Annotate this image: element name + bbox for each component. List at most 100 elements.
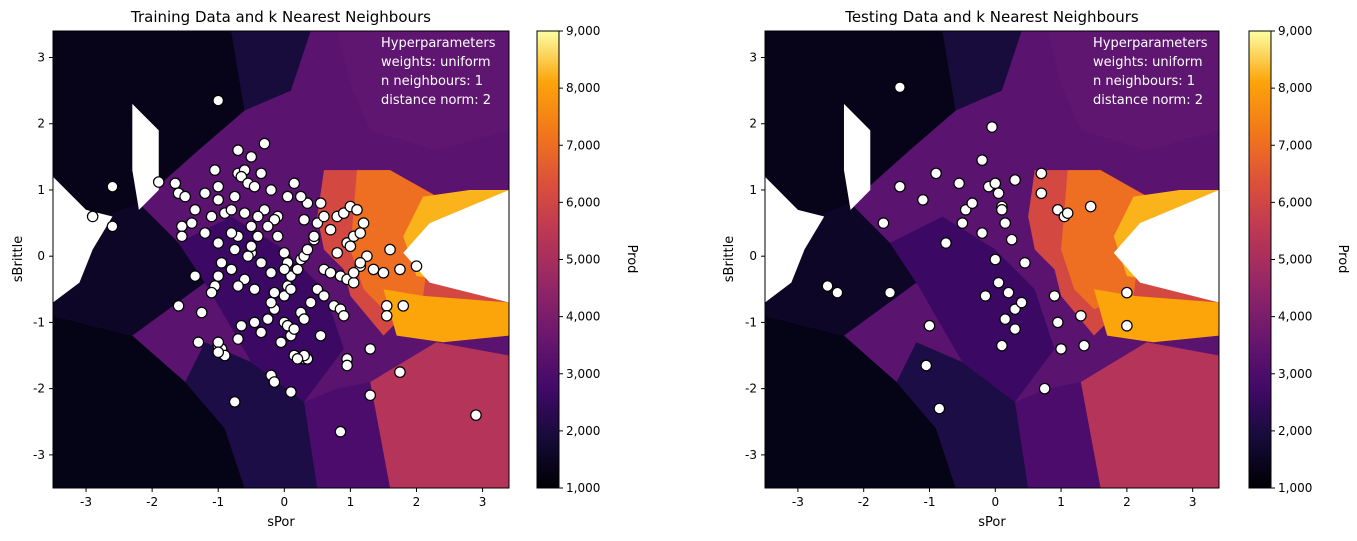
testing-data-point bbox=[1015, 296, 1028, 309]
testing-ytick-label: 0 bbox=[749, 249, 757, 263]
testing-data-point bbox=[986, 121, 998, 133]
training-data-point bbox=[291, 353, 304, 365]
testing-data-point bbox=[877, 217, 890, 229]
training-data-point bbox=[278, 247, 291, 259]
training-data-point bbox=[255, 257, 267, 269]
training-xtick-label: -2 bbox=[146, 495, 158, 509]
training-data-point bbox=[397, 300, 410, 312]
training-data-point bbox=[288, 177, 301, 190]
training-data-point bbox=[152, 176, 165, 188]
training-data-point bbox=[331, 247, 343, 259]
testing-data-point bbox=[976, 154, 988, 166]
training-ticks: -3 -2 -1 0 1 2 3 -3 -2 -1 0 1 2 3 bbox=[33, 50, 486, 509]
training-data-point bbox=[314, 197, 327, 210]
testing-data-point bbox=[894, 81, 906, 94]
testing-data-point bbox=[1035, 167, 1048, 180]
testing-data-point bbox=[821, 280, 834, 292]
testing-data-point bbox=[1121, 286, 1133, 299]
hyper-neighbours: n neighbours: 1 bbox=[1093, 74, 1195, 89]
training-data-point bbox=[324, 266, 337, 279]
testing-data-point bbox=[1061, 207, 1074, 219]
training-points bbox=[86, 94, 482, 438]
testing-xtick-label: 1 bbox=[1057, 495, 1065, 509]
training-colorbar-tick-label: 3,000 bbox=[566, 367, 600, 381]
training-colorbar-tick-label: 5,000 bbox=[566, 253, 600, 267]
training-data-point bbox=[189, 204, 201, 216]
training-data-point bbox=[238, 207, 251, 219]
training-data-point bbox=[275, 336, 287, 349]
hyper-weights: weights: uniform bbox=[1093, 55, 1203, 70]
testing-data-point bbox=[940, 237, 952, 249]
training-data-point bbox=[357, 217, 370, 229]
training-data-point bbox=[255, 167, 267, 180]
testing-ytick-label: -1 bbox=[745, 315, 757, 329]
training-data-point bbox=[394, 263, 406, 276]
testing-data-point bbox=[917, 194, 929, 206]
training-data-point bbox=[212, 94, 225, 107]
hyper-header: Hyperparameters bbox=[381, 36, 496, 51]
testing-data-point bbox=[831, 286, 844, 299]
training-ytick-label: -2 bbox=[33, 382, 45, 396]
training-data-point bbox=[106, 220, 119, 233]
testing-colorbar-tick-label: 7,000 bbox=[1278, 138, 1312, 152]
testing-ytick-label: -2 bbox=[745, 382, 757, 396]
training-data-point bbox=[298, 313, 310, 325]
training-data-point bbox=[308, 230, 320, 243]
training-data-point bbox=[470, 409, 482, 421]
training-data-point bbox=[347, 276, 360, 289]
testing-colorbar-tick-label: 8,000 bbox=[1278, 81, 1312, 95]
testing-data-point bbox=[976, 227, 988, 239]
training-data-point bbox=[351, 204, 363, 216]
testing-data-point bbox=[996, 339, 1008, 352]
testing-hyperparameters: Hyperparameters weights: uniform n neigh… bbox=[1093, 36, 1208, 108]
training-data-point bbox=[86, 210, 99, 223]
training-data-point bbox=[232, 280, 244, 292]
training-data-point bbox=[199, 187, 211, 200]
training-data-point bbox=[245, 240, 258, 253]
training-data-point bbox=[347, 266, 360, 279]
training-data-point bbox=[228, 190, 241, 203]
training-data-point bbox=[261, 313, 274, 325]
testing-xtick-label: -1 bbox=[924, 495, 936, 509]
training-data-point bbox=[341, 359, 353, 372]
testing-colorbar-label: Prod bbox=[1335, 245, 1350, 274]
training-data-point bbox=[278, 263, 291, 276]
testing-xtick-label: -2 bbox=[858, 495, 870, 509]
hyper-header: Hyperparameters bbox=[1093, 36, 1208, 51]
training-data-point bbox=[205, 286, 218, 299]
training-data-point bbox=[212, 346, 225, 359]
training-data-point bbox=[354, 227, 367, 239]
training-ytick-label: 2 bbox=[37, 117, 45, 131]
training-data-point bbox=[225, 227, 238, 239]
training-data-point bbox=[295, 190, 307, 203]
training-ytick-label: 1 bbox=[37, 183, 45, 197]
training-data-point bbox=[252, 210, 264, 223]
training-hyperparameters: Hyperparameters weights: uniform n neigh… bbox=[381, 36, 496, 108]
testing-data-point bbox=[1009, 174, 1021, 186]
training-data-point bbox=[314, 329, 327, 342]
testing-ytick-label: 3 bbox=[749, 50, 757, 64]
training-data-point bbox=[228, 396, 241, 408]
training-xtick-label: 1 bbox=[347, 495, 355, 509]
testing-data-point bbox=[884, 286, 896, 299]
training-colorbar-tick-label: 9,000 bbox=[566, 24, 600, 38]
training-xtick-label: -1 bbox=[212, 495, 224, 509]
training-data-point bbox=[334, 425, 347, 438]
training-xtick-label: 0 bbox=[280, 495, 288, 509]
hyper-norm: distance norm: 2 bbox=[381, 93, 491, 108]
training-data-point bbox=[291, 263, 304, 276]
training-data-point bbox=[255, 326, 267, 339]
training-data-point bbox=[248, 316, 261, 329]
training-colorbar bbox=[536, 30, 560, 489]
training-data-point bbox=[367, 263, 380, 276]
training-data-point bbox=[265, 184, 277, 196]
training-data-point bbox=[285, 283, 297, 296]
testing-data-point bbox=[992, 276, 1005, 289]
testing-data-point bbox=[923, 319, 936, 332]
testing-data-point bbox=[1038, 382, 1051, 395]
testing-data-point bbox=[1084, 200, 1097, 213]
training-ylabel: sBrittle bbox=[11, 236, 26, 282]
testing-points bbox=[821, 81, 1133, 415]
testing-data-point bbox=[1002, 286, 1015, 299]
testing-xtick-label: -3 bbox=[792, 495, 804, 509]
